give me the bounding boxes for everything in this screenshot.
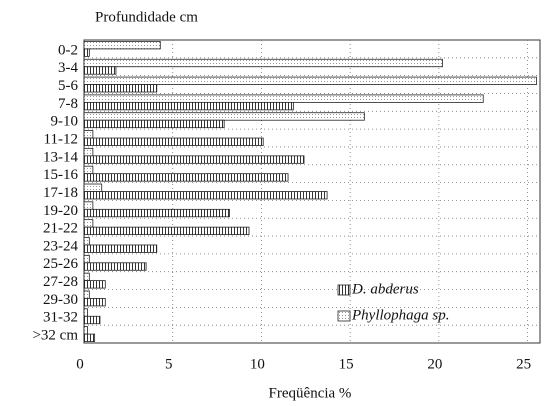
bar bbox=[83, 290, 90, 299]
bar bbox=[83, 119, 225, 129]
x-tick-label: 25 bbox=[516, 356, 531, 372]
y-tick-label: 11-12 bbox=[44, 131, 78, 147]
bar bbox=[83, 315, 101, 325]
y-tick-label: 31-32 bbox=[43, 310, 78, 326]
bar bbox=[83, 298, 106, 307]
y-tick-label: >32 cm bbox=[32, 328, 78, 344]
bar bbox=[83, 237, 90, 246]
y-tick-label: 23-24 bbox=[43, 238, 78, 254]
bar bbox=[83, 254, 90, 264]
bar bbox=[83, 201, 94, 210]
bar bbox=[83, 137, 264, 146]
bar bbox=[83, 165, 94, 175]
bar bbox=[83, 262, 147, 271]
bar bbox=[83, 101, 294, 111]
y-tick-label: 27-28 bbox=[43, 274, 78, 290]
bar bbox=[83, 48, 90, 57]
y-tick-label: 29-30 bbox=[43, 292, 78, 308]
bar bbox=[83, 333, 96, 342]
y-tick-label: 13-14 bbox=[43, 149, 78, 165]
x-tick-label: 0 bbox=[76, 356, 84, 372]
bar bbox=[83, 173, 289, 182]
bar bbox=[83, 130, 94, 139]
bar bbox=[83, 147, 94, 157]
legend-swatch bbox=[337, 284, 351, 296]
y-tick-label: 17-18 bbox=[43, 185, 78, 201]
legend-label: Phyllophaga sp. bbox=[351, 307, 450, 323]
bar bbox=[83, 76, 537, 85]
bar bbox=[83, 326, 88, 335]
y-tick-label: 7-8 bbox=[58, 96, 78, 112]
y-tick-label: 9-10 bbox=[51, 114, 79, 130]
bar bbox=[83, 219, 94, 228]
y-tick-label: 5-6 bbox=[58, 78, 78, 94]
legend-label: D. abderus bbox=[351, 281, 419, 297]
bar bbox=[83, 244, 158, 253]
y-tick-label: 3-4 bbox=[58, 60, 78, 76]
bar bbox=[83, 280, 106, 289]
bar bbox=[83, 155, 305, 164]
x-tick-label: 20 bbox=[427, 356, 442, 372]
y-tick-label: 25-26 bbox=[43, 256, 78, 272]
bar bbox=[83, 41, 161, 50]
y-tick-label: 21-22 bbox=[43, 221, 78, 237]
x-tick-label: 5 bbox=[165, 356, 173, 372]
y-tick-label: 19-20 bbox=[43, 203, 78, 219]
bar bbox=[83, 226, 250, 236]
y-tick-label: 0-2 bbox=[58, 42, 78, 58]
bar bbox=[83, 112, 365, 121]
chart-title: Profundidade cm bbox=[95, 9, 198, 25]
x-tick-label: 10 bbox=[250, 356, 265, 372]
y-tick-label: 15-16 bbox=[43, 167, 78, 183]
bar bbox=[83, 191, 328, 200]
bar bbox=[83, 66, 117, 75]
bar bbox=[83, 58, 443, 68]
legend-swatch bbox=[337, 310, 351, 322]
bar bbox=[83, 84, 158, 93]
bar bbox=[83, 308, 88, 317]
x-tick-label: 15 bbox=[339, 356, 354, 372]
bar bbox=[83, 183, 103, 192]
bar bbox=[83, 272, 90, 282]
bar bbox=[83, 94, 484, 103]
bar bbox=[83, 208, 230, 218]
x-axis-label: Freqüência % bbox=[269, 385, 352, 401]
